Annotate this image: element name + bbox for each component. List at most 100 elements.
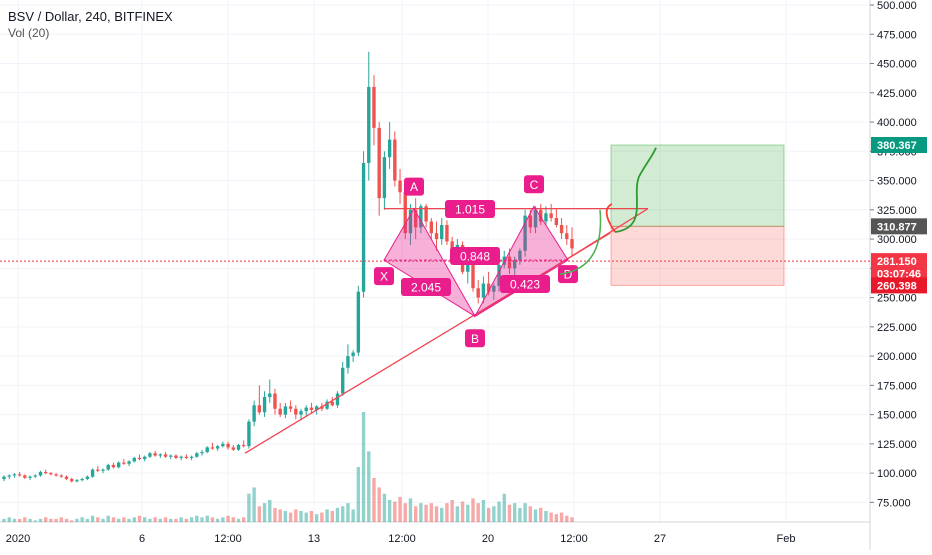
pattern-ratio-label-bg[interactable]	[445, 200, 495, 218]
candle-body[interactable]	[85, 476, 90, 479]
candle-body[interactable]	[466, 262, 470, 272]
candle-body[interactable]	[137, 457, 142, 460]
candle-body[interactable]	[413, 209, 418, 228]
candle-body[interactable]	[387, 139, 392, 158]
pattern-point-a-bg[interactable]	[404, 177, 424, 196]
candle-body[interactable]	[43, 471, 48, 474]
candle-body[interactable]	[127, 461, 131, 464]
candle-body[interactable]	[122, 462, 126, 464]
candle-body[interactable]	[544, 213, 548, 222]
candle-body[interactable]	[231, 447, 235, 450]
pattern-point-d[interactable]: D	[564, 268, 573, 282]
candle-body[interactable]	[221, 443, 225, 447]
pattern-ratio-label[interactable]: 0.423	[510, 278, 540, 292]
candle-body[interactable]	[174, 455, 178, 458]
candle-body[interactable]	[226, 443, 230, 448]
candle-body[interactable]	[559, 225, 564, 234]
candle-body[interactable]	[23, 475, 27, 478]
candle-body[interactable]	[528, 215, 533, 228]
candle-body[interactable]	[80, 478, 84, 481]
pattern-ratio-label[interactable]: 0.848	[460, 250, 490, 264]
candle-body[interactable]	[143, 456, 147, 460]
candle-body[interactable]	[28, 476, 32, 478]
candle-body[interactable]	[523, 215, 527, 251]
candle-body[interactable]	[101, 469, 105, 471]
price-label[interactable]: 310.877	[877, 221, 917, 233]
candle-body[interactable]	[335, 393, 340, 406]
candle-body[interactable]	[476, 288, 480, 298]
candle-body[interactable]	[268, 393, 272, 398]
candle-body[interactable]	[393, 139, 397, 181]
candle-body[interactable]	[257, 405, 262, 413]
pattern-ratio-label-bg[interactable]	[500, 275, 550, 293]
candle-body[interactable]	[356, 291, 361, 353]
candle-body[interactable]	[116, 462, 121, 468]
candle-body[interactable]	[341, 367, 345, 394]
pattern-ratio-label[interactable]: 2.045	[411, 281, 441, 295]
candle-body[interactable]	[153, 453, 157, 456]
candle-body[interactable]	[247, 421, 251, 447]
candle-body[interactable]	[497, 264, 501, 286]
candle-body[interactable]	[377, 127, 381, 199]
pattern-point-b[interactable]: B	[471, 332, 479, 346]
candle-body[interactable]	[195, 453, 199, 457]
candle-body[interactable]	[471, 262, 475, 289]
candle-body[interactable]	[549, 213, 553, 218]
candle-body[interactable]	[163, 454, 168, 457]
pattern-point-d-bg[interactable]	[558, 265, 578, 284]
candle-body[interactable]	[148, 453, 152, 457]
candle-body[interactable]	[205, 447, 209, 453]
candle-body[interactable]	[189, 456, 194, 458]
price-label[interactable]: 260.398	[877, 280, 917, 292]
candle-body[interactable]	[179, 456, 183, 458]
candle-body[interactable]	[7, 475, 11, 477]
candle-body[interactable]	[565, 233, 569, 240]
candle-body[interactable]	[512, 260, 517, 269]
candle-body[interactable]	[158, 454, 163, 456]
pattern-ratio-label-bg[interactable]	[450, 247, 500, 265]
pattern-point-c-bg[interactable]	[524, 175, 544, 194]
candle-body[interactable]	[330, 401, 334, 406]
candle-body[interactable]	[294, 408, 298, 415]
candle-body[interactable]	[346, 356, 350, 368]
candle-body[interactable]	[325, 401, 329, 409]
candle-body[interactable]	[38, 471, 43, 476]
candle-body[interactable]	[54, 474, 58, 476]
candle-body[interactable]	[429, 221, 433, 234]
candle-body[interactable]	[215, 446, 220, 449]
candle-body[interactable]	[403, 192, 407, 234]
price-label-bg[interactable]	[871, 137, 927, 154]
candle-body[interactable]	[273, 393, 277, 409]
candle-body[interactable]	[33, 475, 37, 477]
candle-body[interactable]	[236, 445, 241, 450]
candle-body[interactable]	[278, 408, 282, 415]
candle-body[interactable]	[518, 250, 522, 261]
candle-body[interactable]	[59, 475, 64, 477]
candle-body[interactable]	[12, 474, 17, 476]
candle-body[interactable]	[372, 86, 376, 128]
candle-body[interactable]	[2, 476, 6, 479]
candle-body[interactable]	[398, 180, 402, 193]
price-label-bg[interactable]	[871, 253, 927, 270]
candle-body[interactable]	[570, 239, 574, 249]
candle-body[interactable]	[90, 469, 95, 477]
price-label[interactable]: 380.367	[877, 140, 917, 152]
candle-body[interactable]	[382, 157, 387, 199]
candle-body[interactable]	[445, 225, 449, 242]
candle-body[interactable]	[132, 457, 136, 462]
price-label-bg[interactable]	[871, 277, 927, 294]
candle-body[interactable]	[64, 476, 69, 479]
pattern-point-x[interactable]: X	[380, 270, 388, 284]
candle-body[interactable]	[309, 407, 314, 410]
candle-body[interactable]	[169, 455, 173, 457]
candle-body[interactable]	[49, 473, 53, 475]
candle-body[interactable]	[440, 225, 444, 240]
candle-body[interactable]	[252, 405, 256, 422]
candle-body[interactable]	[283, 406, 288, 415]
candle-body[interactable]	[539, 209, 543, 222]
candle-body[interactable]	[106, 464, 110, 470]
candle-body[interactable]	[481, 283, 486, 298]
candle-body[interactable]	[492, 285, 496, 292]
candle-body[interactable]	[304, 407, 308, 412]
